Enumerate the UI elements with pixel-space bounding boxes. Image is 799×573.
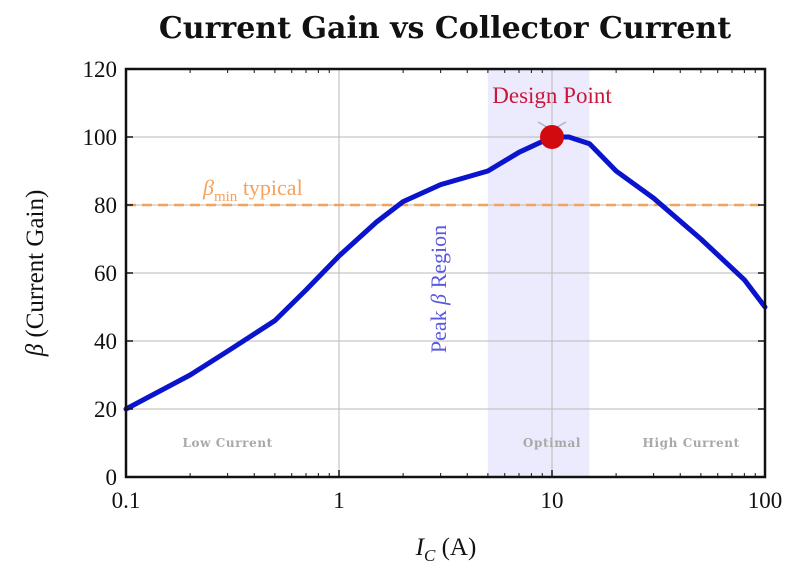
zone-label: High Current	[643, 436, 740, 450]
x-tick-label: 10	[541, 488, 564, 513]
reference-line: βmin typical	[126, 175, 765, 207]
zone-label: Optimal	[523, 436, 581, 450]
series	[123, 134, 768, 412]
x-tick-label: 1	[333, 488, 345, 513]
series-line	[123, 134, 768, 412]
y-tick-label: 0	[106, 465, 118, 490]
reference-line-label: βmin typical	[202, 175, 303, 205]
y-tick-label: 100	[83, 125, 118, 150]
design-point-marker	[540, 125, 564, 149]
y-axis-label: β (Current Gain)	[22, 190, 49, 358]
annotations: Design Point Peak β Region Low Current Opti…	[182, 83, 739, 450]
zone-label: Low Current	[182, 436, 272, 450]
y-tick-label: 20	[94, 397, 117, 422]
design-point-label: Design Point	[492, 83, 612, 108]
chart-title: Current Gain vs Collector Current	[159, 11, 731, 46]
y-tick-label: 40	[94, 329, 117, 354]
y-axis-ticks: 0 20 40 60 80 100 120	[83, 57, 765, 490]
highlight-region-label: Peak β Region	[426, 225, 451, 353]
y-tick-label: 60	[94, 261, 117, 286]
x-tick-label: 0.1	[112, 488, 141, 513]
x-axis-label: IC (A)	[415, 534, 477, 565]
x-tick-label: 100	[748, 488, 783, 513]
y-tick-label: 120	[83, 57, 118, 82]
x-axis-ticks: 0.1 1 10 100	[112, 69, 783, 513]
y-tick-label: 80	[94, 193, 117, 218]
